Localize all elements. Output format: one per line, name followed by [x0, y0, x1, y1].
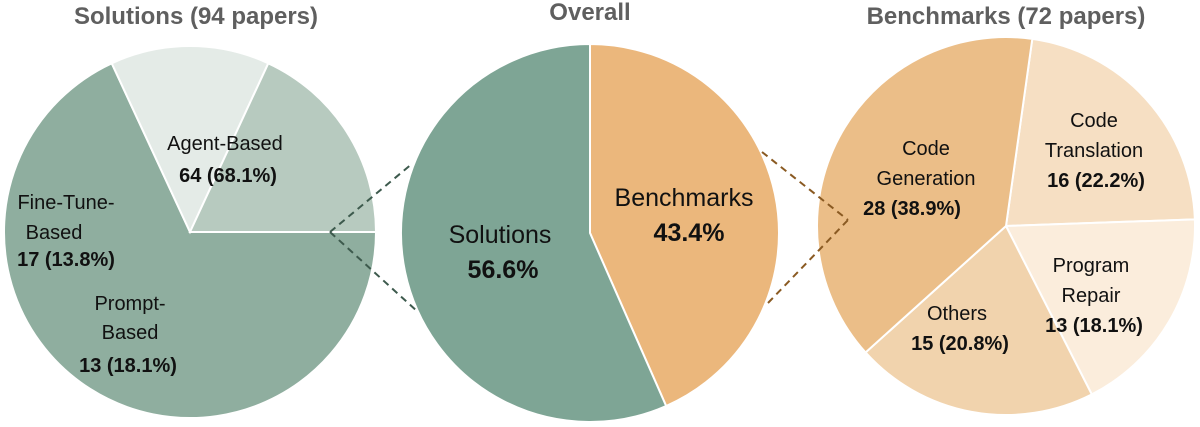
benchmarks-slice-program-repair	[1004, 218, 1196, 396]
connector-solutions-bottom	[329, 231, 419, 313]
code-generation-label-line: Code	[902, 138, 950, 160]
overall-slice-solutions	[400, 42, 668, 423]
slice-label-fine-tune-based: Fine-Tune- Based	[17, 192, 114, 244]
slice-value-others: 15 (20.8%)	[911, 333, 1009, 355]
solutions-slice-fine-tune-based	[188, 61, 378, 233]
slice-label-others: Others	[927, 303, 987, 325]
overall-slice-benchmarks	[589, 42, 780, 408]
slice-value-agent-based: 64 (68.1%)	[179, 165, 277, 187]
slice-label-program-repair: Program Repair	[1053, 255, 1130, 307]
slice-value-code-translation: 16 (22.2%)	[1047, 170, 1145, 192]
code-generation-label-line: Generation	[877, 168, 976, 190]
slice-label-code-translation: Code Translation	[1045, 110, 1143, 162]
slice-value-prompt-based: 13 (18.1%)	[79, 355, 177, 377]
fine-tune-label-line: Based	[26, 222, 83, 244]
pie-slices	[3, 36, 1196, 423]
program-repair-label-line: Repair	[1062, 285, 1121, 307]
code-translation-label-line: Code	[1070, 110, 1118, 132]
benchmarks-slice-others	[864, 224, 1094, 416]
benchmarks-slice-code-generation	[816, 36, 1034, 354]
slice-value-program-repair: 13 (18.1%)	[1045, 315, 1143, 337]
slice-label-solutions: Solutions	[449, 221, 552, 249]
prompt-label-line: Prompt-	[94, 293, 165, 315]
connector-benchmarks-top	[761, 151, 849, 221]
fine-tune-label-line: Fine-Tune-	[17, 192, 114, 214]
slice-label-benchmarks: Benchmarks	[615, 184, 754, 212]
solutions-chart-title: Solutions (94 papers)	[74, 3, 318, 30]
slice-label-agent-based: Agent-Based	[167, 133, 283, 155]
slice-value-code-generation: 28 (38.9%)	[863, 198, 961, 220]
code-translation-label-line: Translation	[1045, 140, 1143, 162]
program-repair-label-line: Program	[1053, 255, 1130, 277]
connector-solutions-top	[329, 162, 414, 233]
slice-label-prompt-based: Prompt- Based	[94, 293, 165, 344]
benchmarks-slice-code-translation	[1004, 37, 1196, 228]
prompt-label-line: Based	[102, 322, 159, 344]
slice-value-solutions: 56.6%	[468, 256, 539, 284]
slice-value-benchmarks: 43.4%	[654, 219, 725, 247]
connector-benchmarks-bottom	[767, 219, 849, 304]
slice-label-code-generation: Code Generation	[877, 138, 976, 190]
solutions-slice-prompt-based	[110, 45, 270, 235]
benchmarks-chart-title: Benchmarks (72 papers)	[867, 3, 1146, 30]
overall-chart-title: Overall	[549, 0, 630, 26]
slice-value-fine-tune-based: 17 (13.8%)	[17, 249, 115, 271]
solutions-slice-agent-based	[3, 61, 378, 419]
